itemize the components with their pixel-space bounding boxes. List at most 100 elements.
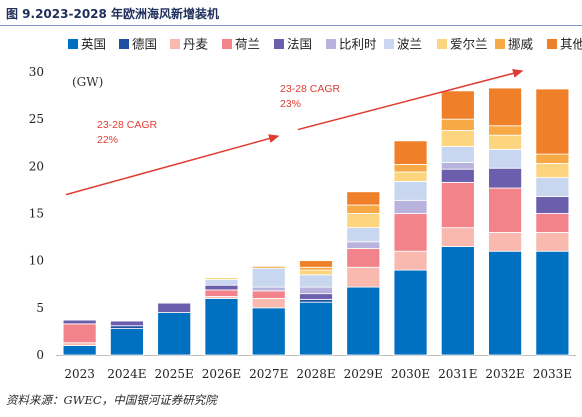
bar-segment-2032E-挪威 [488, 125, 522, 136]
bar-segment-2024E-英国 [110, 328, 144, 356]
bar-segment-2031E-挪威 [440, 118, 475, 131]
x-tick-label: 2023 [64, 367, 95, 381]
x-tick-label: 2024E [107, 367, 146, 381]
legend-swatch-爱尔兰 [437, 39, 447, 49]
bar-segment-2028E-德国 [299, 298, 333, 303]
x-tick-label: 2032E [485, 367, 524, 381]
legend-swatch-比利时 [326, 39, 336, 49]
source-note: 资料来源：GWEC，中国银河证券研究院 [6, 393, 217, 407]
bar-segment-2023-丹麦 [62, 342, 97, 346]
y-tick-label: 5 [36, 301, 44, 315]
bar-segment-2030E-波兰 [393, 181, 428, 201]
bar-segment-2030E-挪威 [393, 164, 428, 173]
legend-swatch-法国 [274, 39, 284, 49]
bar-segment-2031E-丹麦 [440, 227, 475, 247]
x-tick-label: 2028E [296, 367, 335, 381]
annotations: 23-28 CAGR 22% 23-28 CAGR 23% [65, 68, 524, 196]
legend-label-法国: 法国 [287, 37, 312, 52]
bar-segment-2030E-英国 [393, 269, 428, 356]
bar-segment-2029E-比利时 [346, 241, 381, 249]
bar-segment-2031E-法国 [440, 168, 475, 183]
bar-segment-2033E-爱尔兰 [535, 163, 570, 179]
bar-segment-2024E-德国 [110, 325, 144, 329]
bar-segment-2026E-波兰 [204, 279, 239, 286]
bar-segment-2031E-比利时 [440, 162, 475, 170]
bar-segment-2023-英国 [62, 345, 97, 356]
bars [62, 87, 570, 356]
bar-segment-2030E-荷兰 [393, 213, 428, 252]
bar-segment-2032E-荷兰 [488, 187, 522, 233]
cagr-arrow-2 [297, 68, 524, 131]
y-axis-unit: (GW) [72, 75, 103, 89]
y-tick-label: 15 [29, 207, 44, 221]
legend-swatch-挪威 [495, 39, 505, 49]
x-tick-label: 2026E [202, 367, 241, 381]
x-tick-label: 2030E [391, 367, 430, 381]
bar-segment-2025E-英国 [157, 312, 192, 356]
x-tick-label: 2027E [249, 367, 288, 381]
bar-segment-2032E-法国 [488, 167, 522, 189]
bar-segment-2030E-其他 [393, 140, 428, 165]
legend-swatch-波兰 [384, 39, 394, 49]
bar-segment-2029E-挪威 [346, 204, 381, 214]
y-tick-label: 10 [29, 254, 44, 268]
bar-segment-2027E-英国 [251, 307, 286, 356]
bar-segment-2031E-爱尔兰 [440, 130, 475, 147]
x-tick-label: 2033E [533, 367, 572, 381]
legend-label-德国: 德国 [132, 37, 157, 52]
legend-label-荷兰: 荷兰 [235, 37, 260, 52]
bar-segment-2029E-波兰 [346, 227, 381, 243]
bar-segment-2033E-波兰 [535, 177, 570, 197]
legend-label-波兰: 波兰 [397, 37, 422, 52]
bar-segment-2030E-爱尔兰 [393, 171, 428, 182]
bar-segment-2032E-爱尔兰 [488, 134, 522, 150]
bar-segment-2027E-比利时 [251, 286, 286, 292]
bar-segment-2033E-法国 [535, 196, 570, 214]
cagr-label-1-line2: 22% [97, 134, 118, 146]
bar-segment-2025E-波兰 [157, 301, 192, 304]
bar-segment-2033E-荷兰 [535, 213, 570, 233]
bar-segment-2032E-波兰 [488, 148, 522, 169]
legend-swatch-其他 [547, 39, 557, 49]
legend-swatch-英国 [68, 39, 78, 49]
bar-segment-2028E-比利时 [299, 286, 333, 295]
legend-swatch-丹麦 [170, 39, 180, 49]
bar-segment-2032E-丹麦 [488, 231, 522, 252]
bar-segment-2027E-挪威 [251, 265, 286, 269]
bar-segment-2028E-其他 [299, 260, 333, 268]
legend-label-挪威: 挪威 [508, 37, 534, 52]
bar-segment-2027E-丹麦 [251, 297, 286, 309]
y-tick-label: 25 [29, 112, 44, 126]
cagr-label-2-line2: 23% [280, 98, 301, 110]
legend-label-爱尔兰: 爱尔兰 [450, 37, 488, 52]
bar-segment-2026E-英国 [204, 297, 239, 356]
bar-segment-2028E-挪威 [299, 266, 333, 271]
title-divider [0, 25, 582, 26]
bar-segment-2023-荷兰 [62, 323, 97, 344]
bar-segment-2033E-丹麦 [535, 231, 570, 252]
cagr-label-1-line1: 23-28 CAGR [97, 119, 158, 131]
y-tick-label: 20 [29, 159, 44, 173]
bar-segment-2031E-英国 [440, 246, 475, 356]
bar-segment-2026E-荷兰 [204, 289, 239, 297]
y-tick-label: 0 [36, 348, 44, 362]
bar-segment-2028E-爱尔兰 [299, 269, 333, 276]
x-tick-label: 2025E [155, 367, 194, 381]
bar-segment-2033E-英国 [535, 250, 570, 356]
bar-segment-2033E-挪威 [535, 153, 570, 164]
legend-label-比利时: 比利时 [339, 37, 377, 52]
cagr-arrow-1 [65, 134, 280, 196]
legend-label-丹麦: 丹麦 [183, 37, 209, 52]
bar-segment-2027E-荷兰 [251, 290, 286, 299]
bar-segment-2032E-英国 [488, 250, 522, 356]
chart-title: 图 9.2023-2028 年欧洲海风新增装机 [6, 7, 220, 21]
bar-segment-2028E-波兰 [299, 274, 333, 288]
bar-segment-2032E-其他 [488, 87, 522, 127]
cagr-label-2-line1: 23-28 CAGR [280, 83, 341, 95]
bar-segment-2033E-其他 [535, 88, 570, 155]
bar-segment-2029E-丹麦 [346, 266, 381, 288]
bar-segment-2028E-英国 [299, 301, 333, 356]
bar-segment-2026E-法国 [204, 284, 239, 291]
bar-segment-2025E-法国 [157, 302, 192, 313]
